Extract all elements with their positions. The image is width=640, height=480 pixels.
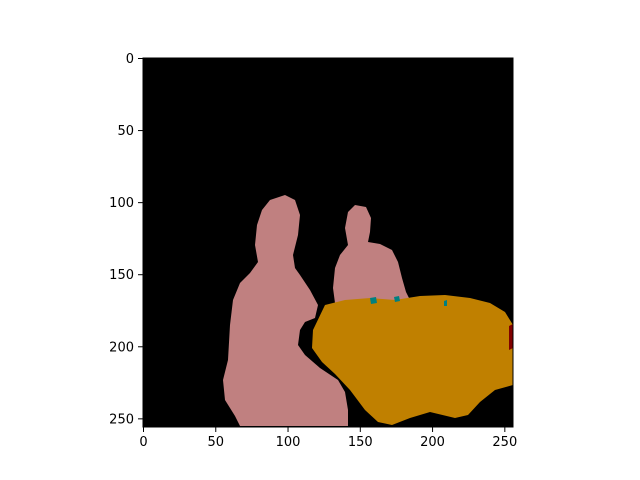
person-left-segment xyxy=(223,195,348,426)
y-tick-label: 0 xyxy=(126,52,134,67)
x-tick-label: 250 xyxy=(492,435,517,450)
y-axis-ticks: 0 50 100 150 200 250 xyxy=(109,52,143,427)
axes-frame xyxy=(142,57,514,428)
x-axis-ticks: 0 50 100 150 200 250 xyxy=(139,427,517,450)
y-tick-label: 200 xyxy=(109,340,134,355)
edge-object-segment xyxy=(509,324,513,350)
x-tick-label: 0 xyxy=(139,435,147,450)
y-tick-label: 250 xyxy=(109,412,134,427)
table-segment xyxy=(312,295,513,425)
x-tick-label: 50 xyxy=(207,435,224,450)
segmentation-image xyxy=(143,58,513,427)
x-tick-label: 150 xyxy=(348,435,373,450)
y-tick-label: 50 xyxy=(117,124,134,139)
x-tick-label: 100 xyxy=(276,435,301,450)
person-right-segment xyxy=(333,205,410,303)
x-tick-label: 200 xyxy=(420,435,445,450)
y-tick-label: 100 xyxy=(109,196,134,211)
axes: 0 50 100 150 200 250 0 50 100 150 200 250 xyxy=(109,52,517,450)
y-tick-label: 150 xyxy=(109,268,134,283)
